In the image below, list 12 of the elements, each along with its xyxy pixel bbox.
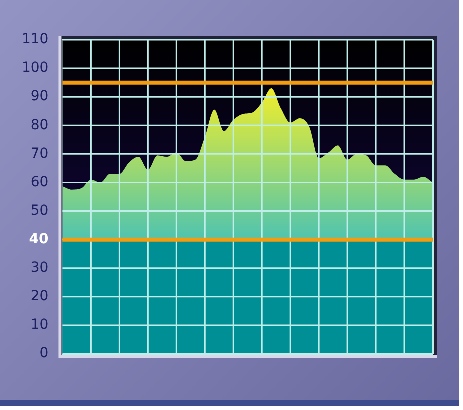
y-tick-label: 10 xyxy=(30,317,49,334)
y-tick-label: 80 xyxy=(30,117,49,134)
y-tick-label: 60 xyxy=(30,174,49,190)
y-tick-label: 20 xyxy=(30,288,49,305)
y-tick-label: 110 xyxy=(22,32,49,48)
y-tick-label: 50 xyxy=(30,202,49,219)
y-tick-label: 40 xyxy=(29,231,49,248)
y-tick-label: 100 xyxy=(22,60,49,76)
y-tick-label: 90 xyxy=(30,88,49,105)
y-tick-label: 0 xyxy=(40,346,49,362)
y-tick-label: 30 xyxy=(30,260,49,276)
y-tick-label: 70 xyxy=(30,146,49,162)
